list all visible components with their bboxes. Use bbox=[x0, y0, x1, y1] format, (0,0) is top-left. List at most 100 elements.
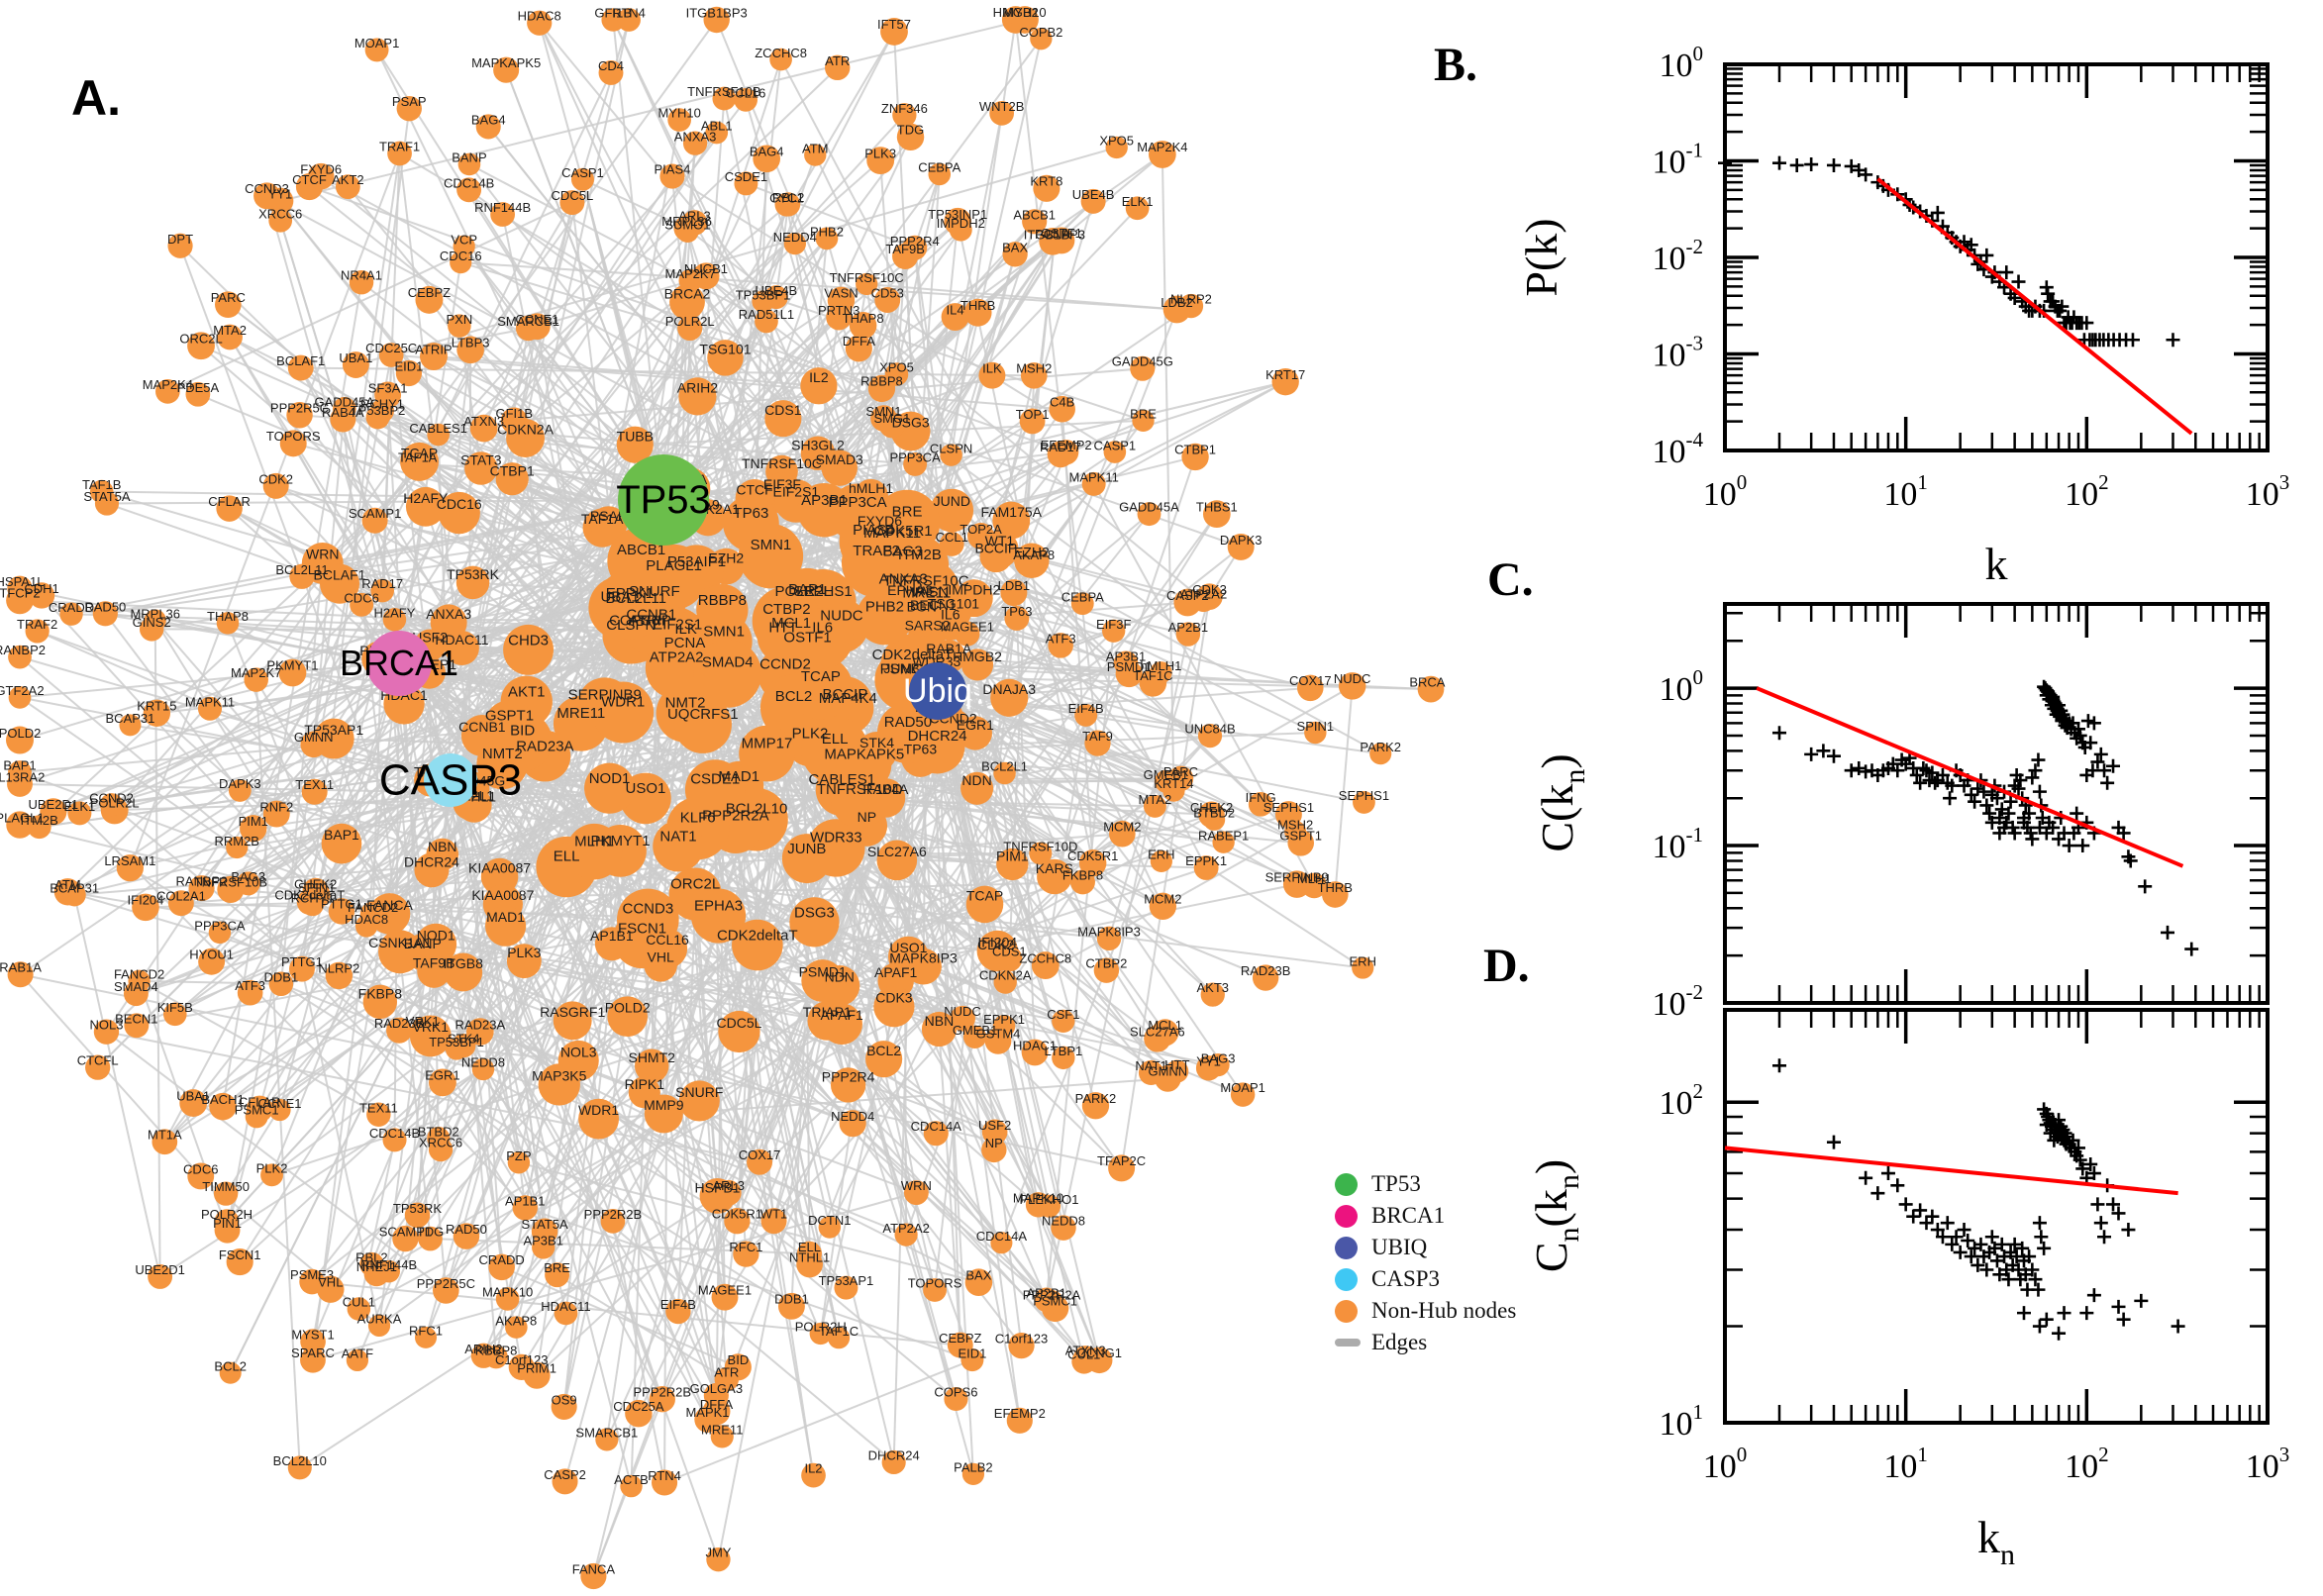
svg-text:CDC6: CDC6 bbox=[344, 590, 378, 605]
svg-text:BCL2: BCL2 bbox=[866, 1043, 901, 1058]
svg-text:TP63: TP63 bbox=[904, 742, 938, 757]
svg-text:ATP2A2: ATP2A2 bbox=[882, 1221, 929, 1236]
svg-text:ORC2L: ORC2L bbox=[179, 331, 222, 346]
svg-text:THAP8: THAP8 bbox=[207, 609, 249, 624]
svg-text:RAD23B: RAD23B bbox=[374, 1016, 425, 1031]
svg-text:TP53BP1: TP53BP1 bbox=[736, 287, 791, 302]
svg-text:WT1: WT1 bbox=[760, 1207, 787, 1222]
svg-text:CCNG1: CCNG1 bbox=[1076, 1346, 1122, 1360]
svg-text:PPP2R4: PPP2R4 bbox=[890, 234, 940, 249]
svg-text:RBBP8: RBBP8 bbox=[475, 1343, 518, 1357]
svg-text:ACTB: ACTB bbox=[614, 1472, 649, 1487]
svg-text:XPO5: XPO5 bbox=[1099, 134, 1134, 149]
svg-text:COX17: COX17 bbox=[1289, 673, 1332, 688]
fit-line bbox=[1756, 686, 2184, 868]
svg-text:RAB4A: RAB4A bbox=[862, 781, 909, 797]
svg-text:PCNA: PCNA bbox=[1035, 227, 1070, 242]
svg-text:TNFRSF10D: TNFRSF10D bbox=[817, 781, 903, 798]
svg-text:AP1B1: AP1B1 bbox=[505, 1193, 545, 1208]
svg-text:GSPT1: GSPT1 bbox=[485, 708, 534, 725]
svg-text:BID: BID bbox=[728, 1352, 750, 1367]
svg-text:RBBP8: RBBP8 bbox=[860, 374, 903, 389]
svg-text:EPHA3: EPHA3 bbox=[694, 898, 743, 915]
svg-text:SNURF: SNURF bbox=[629, 583, 680, 600]
svg-text:ANXA3: ANXA3 bbox=[674, 129, 717, 144]
y-axis-label: P(k) bbox=[1516, 218, 1566, 296]
axis-ticks bbox=[1723, 62, 2270, 452]
svg-text:JMY: JMY bbox=[705, 1546, 731, 1560]
svg-text:PIM1: PIM1 bbox=[996, 848, 1029, 864]
svg-text:RNF144B: RNF144B bbox=[474, 200, 531, 215]
svg-text:BCCIP: BCCIP bbox=[823, 686, 868, 703]
legend-item-label: UBIQ bbox=[1371, 1235, 1428, 1259]
svg-text:RRM2B: RRM2B bbox=[214, 834, 259, 848]
svg-text:RIPK1: RIPK1 bbox=[625, 1076, 665, 1092]
svg-text:PARC: PARC bbox=[1163, 764, 1198, 779]
svg-text:UBE4B: UBE4B bbox=[756, 283, 798, 298]
svg-text:IMPDH2: IMPDH2 bbox=[948, 581, 1000, 597]
legend-item-label: CASP3 bbox=[1371, 1266, 1441, 1291]
svg-text:THRB: THRB bbox=[960, 298, 995, 313]
svg-text:MAP2K7: MAP2K7 bbox=[665, 266, 716, 281]
svg-text:RAD23B: RAD23B bbox=[1241, 963, 1291, 978]
svg-text:IL6: IL6 bbox=[941, 607, 960, 623]
svg-text:SMARCB1: SMARCB1 bbox=[497, 314, 559, 329]
network-node-labels: TP53RK KIAA0087 THAP8 CDC14B NTHL1 DSG3 CEBPZ V… bbox=[0, 5, 1446, 1576]
svg-text:CCNE1: CCNE1 bbox=[515, 312, 558, 327]
svg-text:USF2: USF2 bbox=[978, 1118, 1011, 1133]
svg-text:CDC6: CDC6 bbox=[183, 1161, 218, 1176]
tick-label: 10-1 bbox=[1653, 823, 1704, 865]
svg-text:NP: NP bbox=[985, 1136, 1003, 1150]
legend-item-label: TP53 bbox=[1371, 1171, 1421, 1196]
svg-text:APAF1: APAF1 bbox=[820, 1007, 863, 1023]
svg-text:MT1A: MT1A bbox=[148, 1128, 182, 1143]
svg-text:CABLES1: CABLES1 bbox=[409, 421, 467, 436]
svg-text:MAPK8IP3: MAPK8IP3 bbox=[889, 949, 958, 965]
svg-text:FXYD6: FXYD6 bbox=[858, 513, 902, 529]
svg-text:FKBP8: FKBP8 bbox=[1062, 867, 1103, 882]
svg-text:DSG3: DSG3 bbox=[794, 904, 835, 921]
svg-text:CDC14A: CDC14A bbox=[911, 1119, 962, 1134]
svg-text:PZP: PZP bbox=[506, 1148, 531, 1163]
svg-text:ARL3: ARL3 bbox=[678, 208, 711, 223]
svg-text:NOD1: NOD1 bbox=[417, 927, 455, 943]
svg-text:NR4A1: NR4A1 bbox=[341, 268, 382, 283]
svg-text:TP53RK: TP53RK bbox=[393, 1201, 442, 1216]
svg-text:ATRIP: ATRIP bbox=[629, 613, 671, 630]
svg-text:POLR2L: POLR2L bbox=[665, 314, 715, 329]
legend-item-label: Non-Hub nodes bbox=[1371, 1298, 1517, 1323]
svg-text:RASGRF1: RASGRF1 bbox=[540, 1004, 605, 1020]
svg-text:WRN: WRN bbox=[901, 1178, 932, 1193]
svg-text:TCAP: TCAP bbox=[966, 888, 1003, 904]
svg-text:PRTN3: PRTN3 bbox=[818, 303, 859, 318]
svg-text:EIF2S1: EIF2S1 bbox=[773, 484, 820, 500]
svg-text:EFEMP2: EFEMP2 bbox=[1041, 438, 1092, 452]
svg-text:MRE11: MRE11 bbox=[701, 1423, 743, 1438]
svg-text:KRT15: KRT15 bbox=[137, 699, 176, 714]
svg-text:IL13RA2: IL13RA2 bbox=[0, 769, 45, 784]
plot-frame bbox=[1723, 1008, 2270, 1425]
svg-text:NMT2: NMT2 bbox=[665, 694, 706, 711]
svg-text:CCND3: CCND3 bbox=[622, 901, 673, 918]
svg-text:hMLH1: hMLH1 bbox=[849, 480, 893, 496]
svg-text:PIM1: PIM1 bbox=[239, 814, 268, 829]
svg-text:DDB1: DDB1 bbox=[264, 969, 299, 984]
svg-text:RAB1A: RAB1A bbox=[0, 960, 42, 975]
tick-label: 10-2 bbox=[1653, 980, 1704, 1023]
svg-text:AATF: AATF bbox=[342, 1347, 373, 1361]
svg-text:CASP1: CASP1 bbox=[1094, 438, 1137, 452]
hub-node-tp53 bbox=[618, 454, 709, 546]
svg-text:CCL1: CCL1 bbox=[936, 530, 968, 545]
svg-text:EIF3F: EIF3F bbox=[763, 476, 801, 492]
axis-ticks bbox=[1723, 1010, 2270, 1425]
svg-text:GADD45G: GADD45G bbox=[1112, 354, 1173, 369]
svg-text:DHCR24: DHCR24 bbox=[868, 1448, 920, 1463]
svg-text:DNAJA3: DNAJA3 bbox=[982, 681, 1036, 697]
svg-text:RAD17: RAD17 bbox=[1040, 440, 1081, 454]
svg-text:PIAS4: PIAS4 bbox=[654, 162, 690, 177]
svg-text:RABEP1: RABEP1 bbox=[1198, 828, 1249, 843]
svg-text:WDR1: WDR1 bbox=[578, 1102, 619, 1118]
svg-text:PIN1: PIN1 bbox=[213, 1216, 242, 1231]
svg-text:UBE2D1: UBE2D1 bbox=[29, 797, 79, 812]
svg-text:USO1: USO1 bbox=[889, 940, 927, 955]
